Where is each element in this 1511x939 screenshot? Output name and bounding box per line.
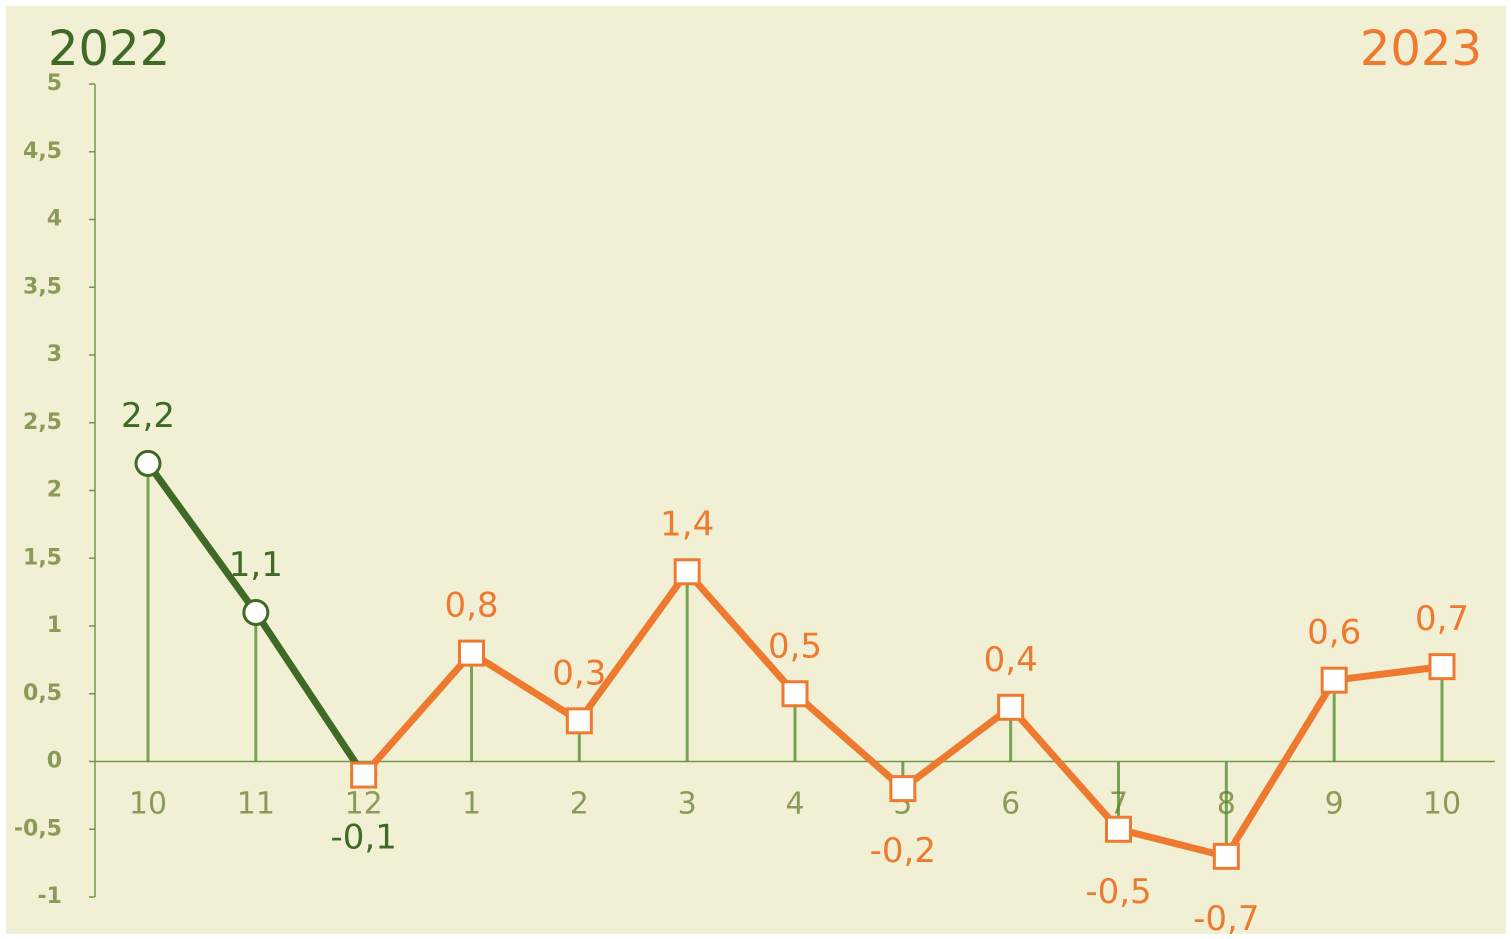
marker bbox=[889, 775, 917, 803]
y-tick-label: 2 bbox=[47, 478, 62, 503]
marker bbox=[1320, 666, 1348, 694]
y-tick-label: 1,5 bbox=[23, 545, 62, 570]
chart-background bbox=[6, 6, 1506, 934]
x-tick-label: 1 bbox=[462, 787, 481, 822]
y-tick-label: -0,5 bbox=[14, 816, 62, 841]
data-label: -0,5 bbox=[1085, 872, 1151, 912]
data-label: 0,7 bbox=[1415, 599, 1469, 639]
marker bbox=[565, 707, 593, 735]
data-label: 1,1 bbox=[229, 545, 283, 585]
x-tick-label: 10 bbox=[1423, 787, 1461, 822]
x-tick-label: 4 bbox=[785, 787, 804, 822]
legend-label: 2022 bbox=[48, 21, 170, 77]
x-tick-label: 2 bbox=[570, 787, 589, 822]
y-tick-label: 2,5 bbox=[23, 410, 62, 435]
y-tick-label: 4,5 bbox=[23, 139, 62, 164]
y-tick-label: 1 bbox=[47, 613, 62, 638]
data-label: 0,3 bbox=[552, 653, 606, 693]
data-label: -0,1 bbox=[330, 818, 396, 858]
data-label: 1,4 bbox=[660, 504, 714, 544]
x-tick-label: 12 bbox=[345, 787, 383, 822]
x-tick-label: 10 bbox=[129, 787, 167, 822]
data-label: -0,2 bbox=[870, 831, 936, 871]
marker bbox=[781, 680, 809, 708]
data-label: -0,7 bbox=[1193, 899, 1259, 939]
y-tick-label: 0,5 bbox=[23, 681, 62, 706]
y-tick-label: 4 bbox=[47, 207, 62, 232]
x-tick-label: 6 bbox=[1001, 787, 1020, 822]
data-label: 0,8 bbox=[444, 586, 498, 626]
data-label: 2,2 bbox=[121, 396, 175, 436]
y-tick-label: 0 bbox=[47, 749, 62, 774]
y-tick-label: 3,5 bbox=[23, 274, 62, 299]
y-tick-label: 5 bbox=[47, 71, 62, 96]
marker bbox=[997, 693, 1025, 721]
marker bbox=[1212, 842, 1240, 870]
x-tick-label: 9 bbox=[1325, 787, 1344, 822]
data-label: 0,6 bbox=[1307, 613, 1361, 653]
marker bbox=[134, 449, 162, 477]
x-tick-label: 11 bbox=[237, 787, 275, 822]
marker bbox=[350, 761, 378, 789]
y-tick-label: 3 bbox=[47, 342, 62, 367]
marker bbox=[242, 598, 270, 626]
marker bbox=[458, 639, 485, 667]
data-label: 0,4 bbox=[984, 640, 1038, 680]
marker bbox=[1105, 815, 1132, 843]
legend-label: 2023 bbox=[1360, 21, 1482, 77]
x-tick-label: 3 bbox=[678, 787, 697, 822]
marker bbox=[1428, 653, 1456, 681]
y-tick-label: -1 bbox=[38, 884, 62, 909]
marker bbox=[673, 558, 701, 586]
data-label: 0,5 bbox=[768, 626, 822, 666]
